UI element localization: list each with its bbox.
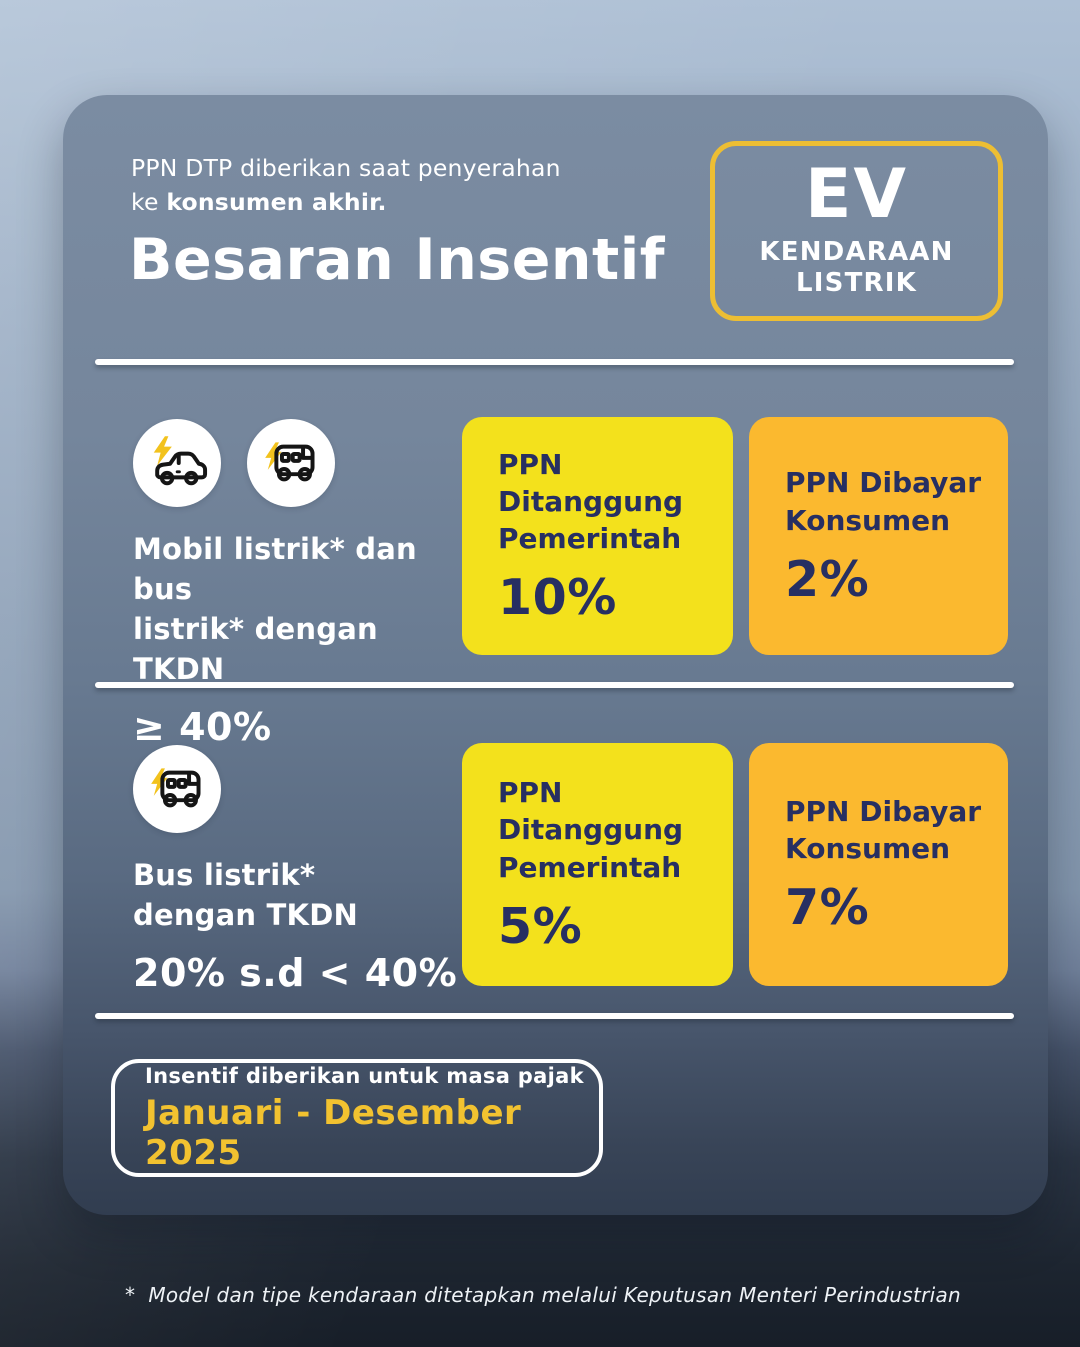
ev-badge-abbr: EV: [804, 155, 909, 235]
divider: [95, 359, 1014, 365]
row2-gov-label: PPN Ditanggung Pemerintah: [498, 774, 715, 886]
intro-line2-bold: konsumen akhir.: [166, 188, 387, 217]
row1-gov-label-line1: PPN Ditanggung: [498, 447, 684, 518]
tax-period-box: Insentif diberikan untuk masa pajak Janu…: [111, 1059, 603, 1177]
row1-consumer-box: PPN Dibayar Konsumen 2%: [749, 417, 1008, 655]
incentive-card: PPN DTP diberikan saat penyerahan ke kon…: [63, 95, 1048, 1215]
row1-gov-box: PPN Ditanggung Pemerintah 10%: [462, 417, 733, 655]
row2-tkdn-threshold: 20% s.d < 40%: [133, 951, 458, 996]
row1-icons: [133, 419, 463, 507]
row1-tkdn-threshold: ≥ 40%: [133, 705, 272, 750]
footnote: * Model dan tipe kendaraan ditetapkan me…: [125, 1283, 961, 1307]
row1-gov-label-line2: Pemerintah: [498, 522, 682, 556]
row2-gov-value: 5%: [498, 897, 583, 955]
tax-period-value: Januari - Desember 2025: [145, 1092, 522, 1173]
row1-gov-value: 10%: [498, 569, 617, 627]
row1-consumer-label: PPN Dibayar Konsumen: [785, 464, 990, 538]
ev-badge-sub-line2: LISTRIK: [796, 267, 917, 298]
row1-consumer-label-line2: Konsumen: [785, 503, 951, 537]
row1-consumer-label-line1: PPN Dibayar: [785, 466, 982, 500]
intro-line1: PPN DTP diberikan saat penyerahan: [131, 154, 561, 182]
ev-badge-sub-line1: KENDARAAN: [759, 236, 954, 267]
row2-consumer-value: 7%: [785, 879, 870, 937]
row2-consumer-label: PPN Dibayar Konsumen: [785, 793, 990, 867]
row1-gov-label: PPN Ditanggung Pemerintah: [498, 446, 715, 558]
row2-gov-label-line2: Pemerintah: [498, 850, 682, 884]
footnote-marker: *: [125, 1283, 136, 1307]
footnote-text: Model dan tipe kendaraan ditetapkan mela…: [148, 1283, 962, 1307]
tax-period-label: Insentif diberikan untuk masa pajak: [145, 1063, 584, 1088]
ev-badge: EV KENDARAAN LISTRIK: [710, 141, 1003, 321]
row2-consumer-label-line1: PPN Dibayar: [785, 794, 982, 828]
intro-line2-prefix: ke: [131, 188, 167, 217]
page-title: Besaran Insentif: [129, 227, 666, 293]
row1-caption-line1: Mobil listrik* dan bus: [133, 532, 417, 607]
row1-caption: Mobil listrik* dan bus listrik* dengan T…: [133, 529, 463, 689]
row2-caption-line1: Bus listrik*: [133, 858, 316, 892]
row2-caption: Bus listrik* dengan TKDN: [133, 855, 463, 935]
row1-consumer-value: 2%: [785, 550, 870, 608]
row2-category: Bus listrik* dengan TKDN 20% s.d < 40%: [133, 745, 463, 995]
row1-caption-line2: listrik* dengan TKDN: [133, 612, 378, 687]
electric-car-icon: [133, 419, 221, 507]
divider: [95, 1013, 1014, 1019]
electric-bus-icon: [133, 745, 221, 833]
row1-category: Mobil listrik* dan bus listrik* dengan T…: [133, 419, 463, 749]
row2-consumer-label-line2: Konsumen: [785, 832, 951, 865]
row2-caption-line2: dengan TKDN: [133, 898, 358, 933]
divider: [95, 682, 1014, 688]
row2-gov-box: PPN Ditanggung Pemerintah 5%: [462, 743, 733, 986]
row2-gov-label-line1: PPN Ditanggung: [498, 776, 684, 847]
intro-text: PPN DTP diberikan saat penyerahan ke kon…: [131, 151, 561, 219]
row2-consumer-box: PPN Dibayar Konsumen 7%: [749, 743, 1008, 986]
electric-bus-icon: [247, 419, 335, 507]
ev-badge-subtitle: KENDARAAN LISTRIK: [759, 237, 953, 299]
row2-icons: [133, 745, 463, 833]
